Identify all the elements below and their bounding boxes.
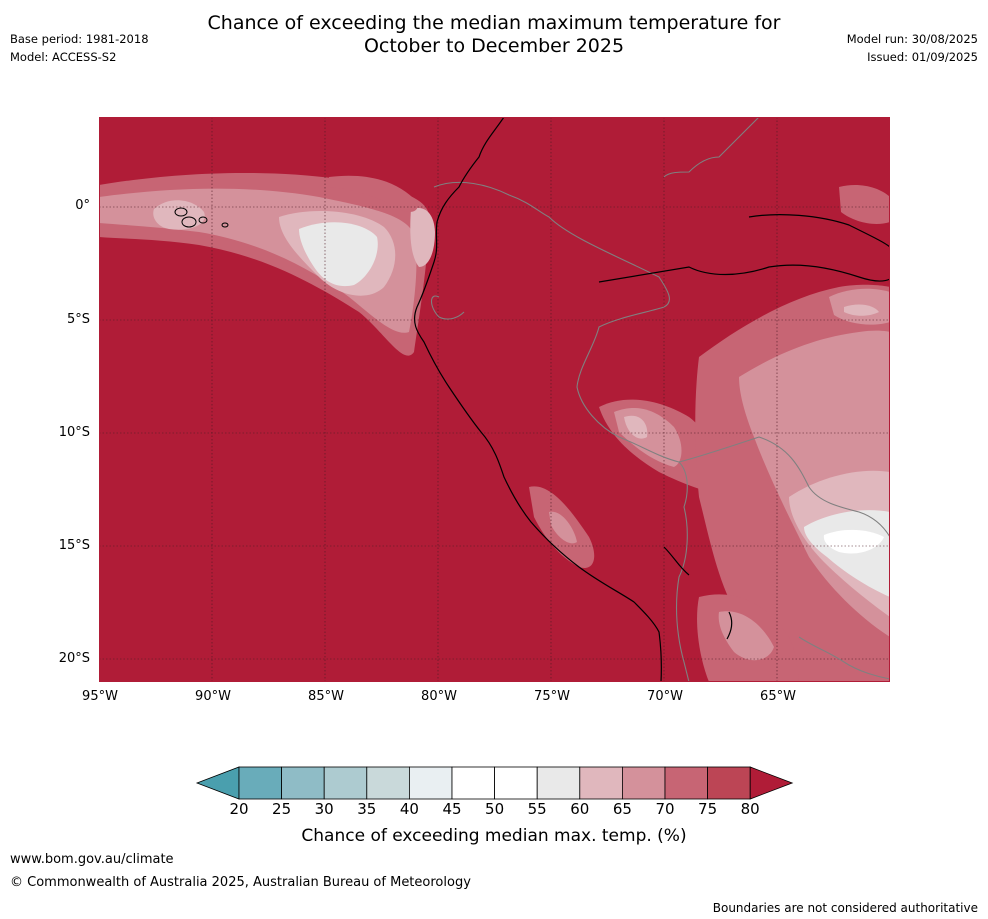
galapagos-plume [99, 172, 435, 356]
island-isabela [174, 207, 188, 217]
coastline-amazon-river [598, 264, 890, 283]
colorbar-swatch-75-80 [707, 766, 751, 800]
colorbar-tick-65: 65 [612, 800, 632, 818]
map-frame [99, 117, 890, 682]
ne-patch [839, 185, 890, 224]
colorbar-tick-25: 25 [272, 800, 292, 818]
meta-left: Base period: 1981-2018 Model: ACCESS-S2 [10, 30, 149, 66]
border-colombia-venezuela [663, 117, 760, 178]
island-espanola [221, 222, 229, 228]
graticule [99, 117, 890, 682]
border-peru-brazil-bolivia [576, 306, 690, 682]
coastline-lake-poopo [726, 611, 733, 640]
colorbar-tick-60: 60 [570, 800, 590, 818]
colorbar-tick-80: 80 [740, 800, 760, 818]
colorbar-tick-50: 50 [485, 800, 505, 818]
colorbar-tick-20: 20 [229, 800, 249, 818]
model-text: Model: ACCESS-S2 [10, 50, 117, 64]
lat-label-0: 0° [75, 198, 90, 213]
colorbar-swatch-45-50 [451, 766, 495, 800]
colorbar-swatch-35-40 [366, 766, 410, 800]
lat-label-15s: 15°S [58, 538, 90, 553]
forecast-map [99, 117, 890, 682]
model-run-text: Model run: 30/08/2025 [846, 32, 978, 46]
coastline [413, 117, 890, 682]
lon-label-65w: 65°W [760, 689, 796, 704]
colorbar-swatch-65-70 [621, 766, 666, 800]
colorbar-tick-70: 70 [655, 800, 675, 818]
north-patch [329, 175, 418, 213]
lon-label-85w: 85°W [308, 689, 344, 704]
colorbar-tick-35: 35 [357, 800, 377, 818]
island-san-cristobal [198, 216, 208, 224]
lon-label-95w: 95°W [82, 689, 118, 704]
lat-label-5s: 5°S [66, 312, 90, 327]
central-patch [599, 399, 728, 494]
country-borders [430, 117, 890, 682]
colorbar-swatch-60-65 [579, 766, 623, 800]
footer-url: www.bom.gov.au/climate [10, 852, 174, 867]
colorbar-swatch-40-45 [408, 766, 453, 800]
colorbar-extend-high [749, 766, 794, 800]
colorbar-tick-40: 40 [399, 800, 419, 818]
colorbar-title: Chance of exceeding median max. temp. (%… [301, 826, 687, 846]
lat-label-20s: 20°S [58, 651, 90, 666]
base-period-text: Base period: 1981-2018 [10, 32, 149, 46]
lon-label-70w: 70°W [647, 689, 683, 704]
colorbar-swatch-25-30 [281, 766, 325, 800]
issued-text: Issued: 01/09/2025 [867, 50, 978, 64]
galapagos-islands [174, 207, 229, 228]
east-plateau [695, 284, 890, 682]
island-santa-cruz [181, 216, 197, 228]
map-title: Chance of exceeding the median maximum t… [0, 12, 988, 58]
border-bolivia-paraguay [798, 636, 890, 680]
lon-label-75w: 75°W [534, 689, 570, 704]
coastline-amazon-north [748, 214, 890, 248]
south-patch-inner [718, 611, 774, 661]
colorbar-swatch-70-75 [664, 766, 708, 800]
lon-label-90w: 90°W [195, 689, 231, 704]
border-bolivia-brazil [678, 436, 890, 538]
colorbar-tick-75: 75 [698, 800, 718, 818]
colorbar [195, 766, 794, 800]
colorbar-swatch-50-55 [494, 766, 538, 800]
footer-copyright: © Commonwealth of Australia 2025, Austra… [10, 875, 471, 890]
colorbar-tick-45: 45 [442, 800, 462, 818]
title-line-1: Chance of exceeding the median maximum t… [207, 12, 781, 34]
colorbar-swatch-30-35 [323, 766, 368, 800]
lake-titicaca [663, 546, 690, 576]
lat-label-10s: 10°S [58, 425, 90, 440]
lon-label-80w: 80°W [421, 689, 457, 704]
border-ecuador-peru [430, 295, 465, 320]
meta-right: Model run: 30/08/2025 Issued: 01/09/2025 [847, 30, 978, 66]
colorbar-extend-low [195, 766, 240, 800]
coastal-patch [529, 486, 595, 568]
colorbar-tick-55: 55 [527, 800, 547, 818]
title-line-2: October to December 2025 [363, 35, 625, 57]
coastline-pacific [413, 117, 662, 682]
border-colombia-ecuador-peru [433, 181, 670, 308]
colorbar-swatch-20-25 [238, 766, 282, 800]
colorbar-tick-30: 30 [314, 800, 334, 818]
colorbar-swatch-55-60 [536, 766, 581, 800]
footer-disclaimer: Boundaries are not considered authoritat… [712, 901, 978, 915]
